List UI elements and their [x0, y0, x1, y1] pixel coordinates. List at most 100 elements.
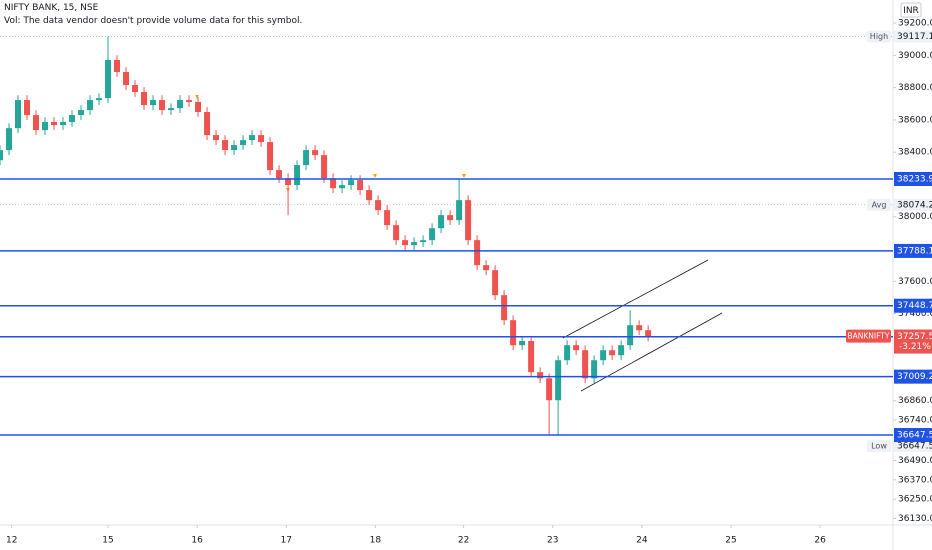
candle-body	[627, 325, 634, 346]
channel-lower	[580, 312, 723, 392]
candle-body	[186, 100, 193, 102]
candle-body	[546, 378, 553, 401]
candle-body	[285, 178, 292, 186]
x-tick-label: 12	[6, 536, 17, 546]
candle-body	[168, 108, 175, 111]
stat-name: Avg	[872, 200, 887, 209]
candle-body	[474, 240, 481, 266]
y-tick-label: 38800.00	[898, 83, 932, 93]
last-name: BANKNIFTY	[848, 332, 890, 341]
currency-box[interactable]	[900, 2, 922, 18]
candle-body	[555, 360, 562, 401]
candle-body	[348, 180, 355, 186]
y-tick-label: 39000.00	[898, 51, 932, 61]
candle-body	[0, 150, 3, 161]
y-tick-label: 37400.00	[898, 309, 932, 319]
channel-upper	[562, 259, 709, 339]
candle-body	[231, 145, 238, 151]
candle-body	[249, 135, 256, 141]
level-label: 37009.20	[897, 372, 932, 382]
candle-body	[384, 210, 391, 226]
stat-name-box	[867, 198, 891, 211]
level-label: 36647.55	[897, 431, 932, 441]
candle-body	[609, 350, 616, 356]
candle-body	[312, 150, 319, 156]
candle-body	[114, 60, 121, 72]
currency: INR	[903, 6, 919, 16]
candle-body	[483, 265, 490, 271]
candle-body	[132, 85, 139, 92]
candle-body	[330, 178, 337, 189]
candle-body	[222, 140, 229, 151]
candle-body	[447, 215, 454, 221]
candle-body	[42, 122, 49, 131]
candle-body	[456, 200, 463, 221]
stat-value: 39117.15	[897, 32, 932, 42]
candle-body	[123, 71, 130, 86]
candle-body	[141, 91, 148, 106]
last-price: 37257.55	[897, 332, 932, 342]
y-tick-label: 36130.00	[898, 514, 932, 524]
candle-body	[582, 350, 589, 379]
candle-body	[375, 200, 382, 211]
candle-body	[78, 110, 85, 116]
level-label-box	[894, 428, 932, 443]
candle-body	[636, 325, 643, 331]
x-tick-label: 15	[102, 536, 113, 546]
candle-body	[393, 225, 400, 241]
x-tick-label: 22	[458, 536, 469, 546]
stat-name: High	[870, 32, 888, 41]
x-tick-label: 24	[636, 536, 648, 546]
y-tick-label: 36740.00	[898, 416, 932, 426]
stat-value: 38074.25	[897, 200, 932, 210]
stat-name: Low	[871, 442, 887, 451]
y-tick-label: 36490.00	[898, 456, 932, 466]
y-tick-label: 38400.00	[898, 148, 932, 158]
candle-body	[645, 330, 652, 337]
candle-body	[258, 135, 265, 143]
stat-value: 36647.55	[897, 442, 932, 452]
candle-body	[15, 100, 22, 129]
y-tick-label: 39200.00	[898, 19, 932, 29]
x-tick-label: 25	[725, 536, 736, 546]
candle-body	[69, 115, 76, 123]
candle-body	[276, 170, 283, 179]
y-tick-label: 38600.00	[898, 115, 932, 125]
candle-body	[573, 345, 580, 351]
candle-body	[294, 165, 301, 186]
candle-body	[429, 228, 436, 241]
candle-body	[24, 100, 31, 116]
candle-body	[339, 185, 346, 189]
candle-body	[240, 140, 247, 146]
candle-body	[366, 190, 373, 201]
last-price-box	[894, 329, 932, 354]
x-tick-label: 16	[191, 536, 203, 546]
stat-value-box	[894, 30, 932, 43]
candle-body	[60, 122, 67, 126]
candle-body	[402, 240, 409, 246]
level-label: 38233.95	[897, 174, 932, 184]
level-label: 37788.15	[897, 246, 932, 256]
candle-body	[600, 350, 607, 361]
level-label-box	[894, 171, 932, 186]
candle-body	[33, 115, 40, 131]
level-label-box	[894, 243, 932, 258]
candle-body	[492, 270, 499, 296]
x-tick-label: 23	[547, 536, 558, 546]
candle-body	[177, 100, 184, 109]
candle-body	[150, 100, 157, 106]
candle-body	[465, 200, 472, 241]
candle-body	[420, 240, 427, 243]
last-change: -3.21%	[899, 342, 931, 352]
last-name-box	[846, 329, 891, 343]
y-tick-label: 36860.00	[898, 396, 932, 406]
candle-body	[159, 100, 166, 111]
candle-body	[591, 360, 598, 379]
candle-body	[267, 142, 274, 171]
y-tick-label: 37600.00	[898, 277, 932, 287]
x-tick-label: 18	[370, 536, 382, 546]
y-tick-label: 36250.00	[898, 495, 932, 505]
candle-body	[6, 128, 13, 151]
y-tick-label: 38000.00	[898, 212, 932, 222]
